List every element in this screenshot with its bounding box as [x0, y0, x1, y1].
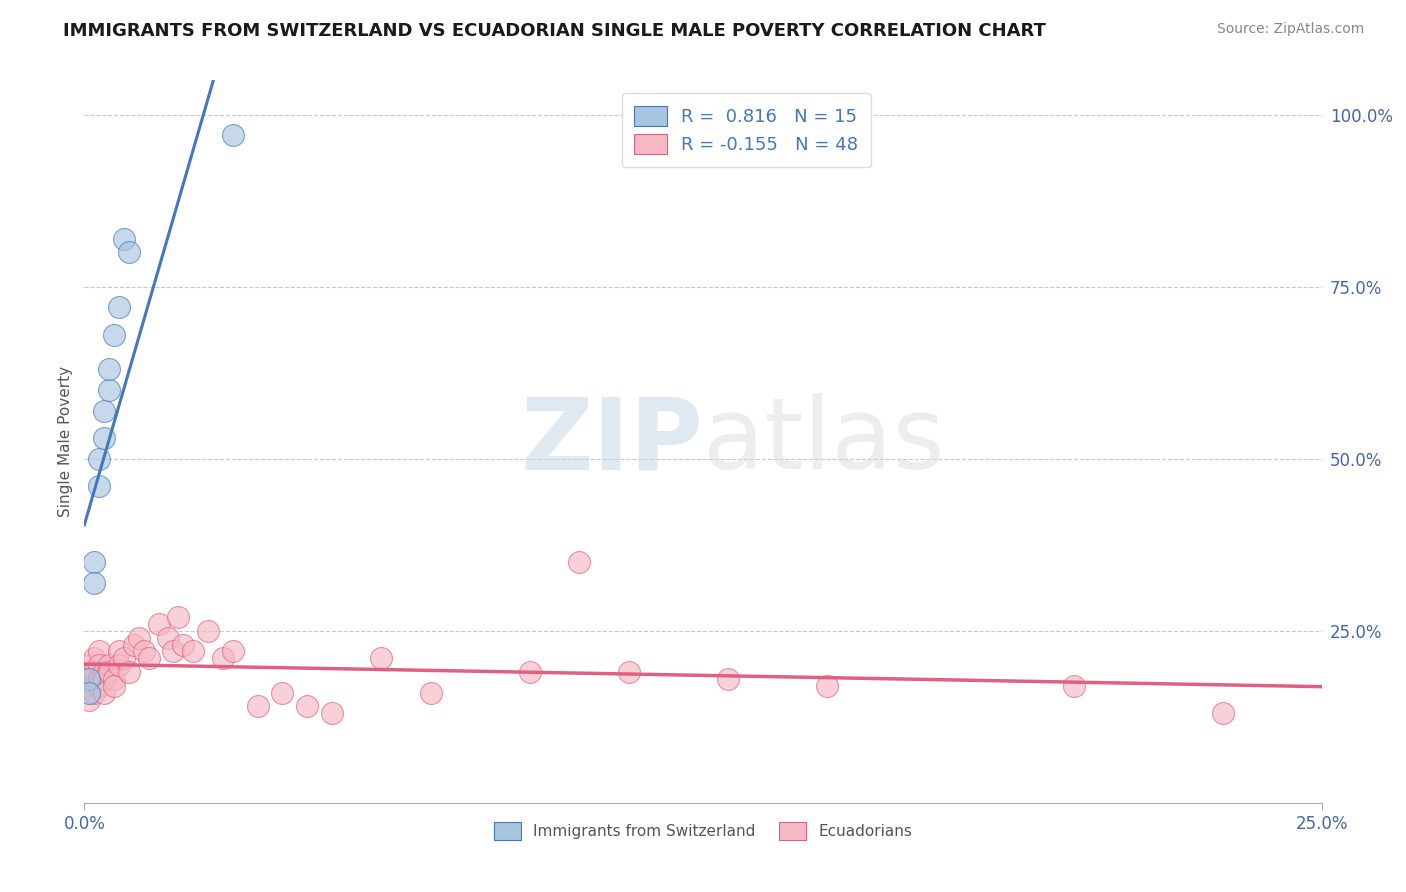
Point [103, 679, 125, 693]
Point [197, 624, 219, 638]
Text: Source: ZipAtlas.com: Source: ZipAtlas.com [1216, 22, 1364, 37]
Text: ZIP: ZIP [520, 393, 703, 490]
Point [138, 651, 160, 665]
Point [98, 658, 121, 673]
Text: atlas: atlas [703, 393, 945, 490]
Point [83, 575, 105, 590]
Point [98, 362, 121, 376]
Point [108, 658, 131, 673]
Point [108, 301, 131, 315]
Point [295, 699, 318, 714]
Point [108, 644, 131, 658]
Point [617, 665, 640, 679]
Point [148, 616, 170, 631]
Point [98, 665, 121, 679]
Point [370, 651, 392, 665]
Point [162, 644, 184, 658]
Point [103, 672, 125, 686]
Point [89, 644, 111, 658]
Point [118, 665, 141, 679]
Point [83, 555, 105, 569]
Point [222, 128, 245, 143]
Point [118, 245, 141, 260]
Point [132, 644, 155, 658]
Point [83, 679, 105, 693]
Point [93, 665, 115, 679]
Y-axis label: Single Male Poverty: Single Male Poverty [58, 366, 73, 517]
Point [1063, 679, 1085, 693]
Point [83, 686, 105, 700]
Point [93, 431, 115, 445]
Point [89, 658, 111, 673]
Point [79, 672, 101, 686]
Point [246, 699, 269, 714]
Point [79, 692, 101, 706]
Point [167, 610, 190, 624]
Point [103, 327, 125, 342]
Point [568, 555, 591, 569]
Point [98, 383, 121, 397]
Legend: Immigrants from Switzerland, Ecuadorians: Immigrants from Switzerland, Ecuadorians [488, 816, 918, 846]
Point [89, 479, 111, 493]
Text: IMMIGRANTS FROM SWITZERLAND VS ECUADORIAN SINGLE MALE POVERTY CORRELATION CHART: IMMIGRANTS FROM SWITZERLAND VS ECUADORIA… [63, 22, 1046, 40]
Point [83, 651, 105, 665]
Point [89, 672, 111, 686]
Point [79, 672, 101, 686]
Point [112, 651, 135, 665]
Point [93, 672, 115, 686]
Point [112, 231, 135, 245]
Point [222, 644, 245, 658]
Point [172, 638, 194, 652]
Point [89, 451, 111, 466]
Point [122, 638, 145, 652]
Point [93, 686, 115, 700]
Point [419, 686, 441, 700]
Point [717, 672, 740, 686]
Point [271, 686, 294, 700]
Point [1212, 706, 1234, 721]
Point [519, 665, 541, 679]
Point [128, 631, 150, 645]
Point [79, 658, 101, 673]
Point [321, 706, 343, 721]
Point [89, 679, 111, 693]
Point [93, 403, 115, 417]
Point [157, 631, 180, 645]
Point [181, 644, 204, 658]
Point [79, 686, 101, 700]
Point [83, 665, 105, 679]
Point [815, 679, 838, 693]
Point [212, 651, 235, 665]
